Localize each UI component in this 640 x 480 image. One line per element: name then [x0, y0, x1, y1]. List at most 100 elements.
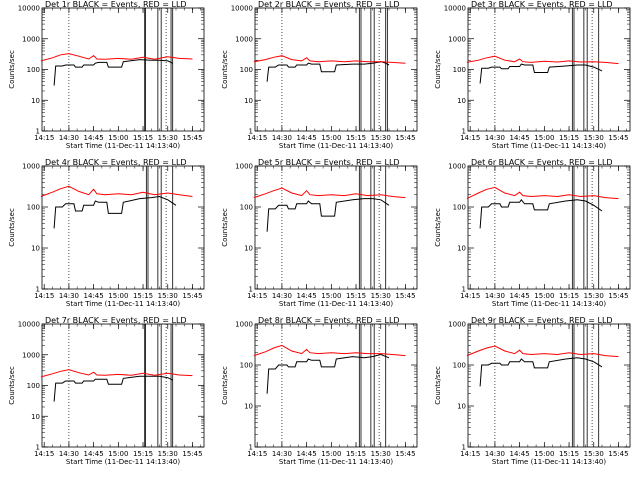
chart-title: Det 1r BLACK = Events, RED = LLD: [45, 0, 187, 9]
x-tick-label: 15:00: [534, 450, 554, 458]
events-series-line: [479, 63, 603, 84]
lld-series-line: [253, 55, 406, 64]
y-tick-label: 1: [36, 128, 40, 136]
x-axis-label: Start Time (11-Dec-11 14:13:40): [279, 142, 393, 150]
x-tick-label: 14:30: [272, 134, 292, 142]
y-tick-label: 100: [27, 382, 40, 390]
x-axis-label: Start Time (11-Dec-11 14:13:40): [492, 300, 606, 308]
x-tick-label: 15:15: [133, 450, 153, 458]
x-tick-label: 15:00: [321, 134, 341, 142]
y-tick-label: 1000: [448, 163, 466, 171]
lld-series-line: [40, 185, 193, 197]
y-tick-label: 1: [462, 286, 466, 294]
x-tick-label: 14:15: [460, 134, 480, 142]
x-tick-label: 14:30: [485, 292, 505, 300]
chart-title: Det 2r BLACK = Events, RED = LLD: [258, 0, 400, 9]
x-tick-label: 14:45: [297, 450, 317, 458]
x-tick-label: 15:30: [371, 134, 391, 142]
chart-panel-6: Det 6r BLACK = Events, RED = LLD 1 10 100 10…: [434, 158, 631, 308]
x-tick-label: 15:00: [108, 134, 128, 142]
events-series-line: [479, 198, 603, 229]
x-tick-label: 14:30: [485, 134, 505, 142]
x-tick-label: 15:15: [133, 134, 153, 142]
y-tick-label: 10: [244, 245, 253, 253]
x-tick-label: 15:30: [584, 450, 604, 458]
events-series-line: [53, 375, 173, 402]
x-axis-label: Start Time (11-Dec-11 14:13:40): [279, 458, 393, 466]
chart-title: Det 8r BLACK = Events, RED = LLD: [258, 316, 400, 325]
x-tick-label: 15:30: [584, 134, 604, 142]
x-tick-label: 14:45: [297, 134, 317, 142]
chart-title: Det 5r BLACK = Events, RED = LLD: [258, 158, 400, 167]
y-tick-label: 100: [453, 66, 466, 74]
y-tick-label: 1000: [22, 351, 40, 359]
x-tick-label: 15:45: [182, 134, 202, 142]
x-tick-label: 14:15: [34, 292, 54, 300]
x-tick-label: 14:15: [34, 134, 54, 142]
chart-panel-9: Det 9r BLACK = Events, RED = LLD 1 10 100 10…: [434, 316, 631, 466]
x-tick-label: 15:15: [346, 134, 366, 142]
y-axis-label: Counts/sec: [221, 208, 229, 247]
x-tick-label: 15:45: [182, 450, 202, 458]
x-tick-label: 15:15: [346, 292, 366, 300]
plot-frame: [41, 165, 205, 290]
plot-frame: [41, 7, 205, 132]
y-tick-label: 100: [27, 204, 40, 212]
y-tick-label: 1: [249, 128, 253, 136]
y-tick-label: 10: [457, 403, 466, 411]
x-tick-label: 14:15: [247, 450, 267, 458]
x-tick-label: 14:15: [34, 450, 54, 458]
y-axis-label: Counts/sec: [434, 208, 442, 247]
x-tick-label: 14:45: [510, 450, 530, 458]
x-tick-label: 15:15: [133, 292, 153, 300]
x-axis-label: Start Time (11-Dec-11 14:13:40): [492, 142, 606, 150]
plot-frame: [254, 7, 418, 132]
x-tick-label: 14:45: [510, 292, 530, 300]
y-tick-label: 1: [462, 444, 466, 452]
x-tick-label: 15:30: [371, 450, 391, 458]
y-tick-label: 10000: [231, 5, 253, 13]
x-tick-label: 15:15: [559, 134, 579, 142]
chart-panel-3: Det 3r BLACK = Events, RED = LLD 1 10 100 10…: [434, 0, 631, 150]
y-axis-label: Counts/sec: [8, 366, 16, 405]
plot-frame: [467, 165, 631, 290]
chart-panel-5: Det 5r BLACK = Events, RED = LLD 1 10 100 10…: [221, 158, 418, 308]
x-tick-label: 15:30: [371, 292, 391, 300]
y-tick-label: 100: [453, 362, 466, 370]
chart-panel-7: Det 7r BLACK = Events, RED = LLD 1 10 100 10…: [8, 316, 205, 466]
events-series-line: [266, 353, 390, 394]
x-tick-label: 14:15: [247, 292, 267, 300]
y-tick-label: 1000: [235, 321, 253, 329]
y-tick-label: 100: [240, 362, 253, 370]
y-tick-label: 1: [249, 286, 253, 294]
x-tick-label: 15:00: [321, 292, 341, 300]
x-tick-label: 15:00: [321, 450, 341, 458]
events-series-line: [53, 195, 177, 229]
y-tick-label: 10000: [18, 321, 40, 329]
y-tick-label: 100: [240, 66, 253, 74]
y-tick-label: 1: [249, 444, 253, 452]
plot-frame: [41, 323, 205, 448]
x-tick-label: 15:45: [182, 292, 202, 300]
y-axis-label: Counts/sec: [434, 50, 442, 89]
chart-panel-8: Det 8r BLACK = Events, RED = LLD 1 10 100 10…: [221, 316, 418, 466]
y-tick-label: 10: [244, 403, 253, 411]
x-tick-label: 14:45: [84, 450, 104, 458]
x-tick-label: 14:45: [297, 292, 317, 300]
x-axis-label: Start Time (11-Dec-11 14:13:40): [66, 458, 180, 466]
x-tick-label: 15:45: [395, 450, 415, 458]
y-tick-label: 1: [36, 286, 40, 294]
x-tick-label: 15:30: [158, 450, 178, 458]
lld-series-line: [466, 55, 619, 65]
x-tick-label: 15:45: [395, 134, 415, 142]
x-tick-label: 14:45: [84, 134, 104, 142]
lld-series-line: [253, 187, 406, 199]
y-tick-label: 10: [244, 97, 253, 105]
y-tick-label: 1000: [22, 35, 40, 43]
x-tick-label: 14:45: [84, 292, 104, 300]
x-tick-label: 15:45: [608, 134, 628, 142]
lld-series-line: [253, 344, 406, 357]
chart-title: Det 9r BLACK = Events, RED = LLD: [471, 316, 613, 325]
chart-title: Det 7r BLACK = Events, RED = LLD: [45, 316, 187, 325]
